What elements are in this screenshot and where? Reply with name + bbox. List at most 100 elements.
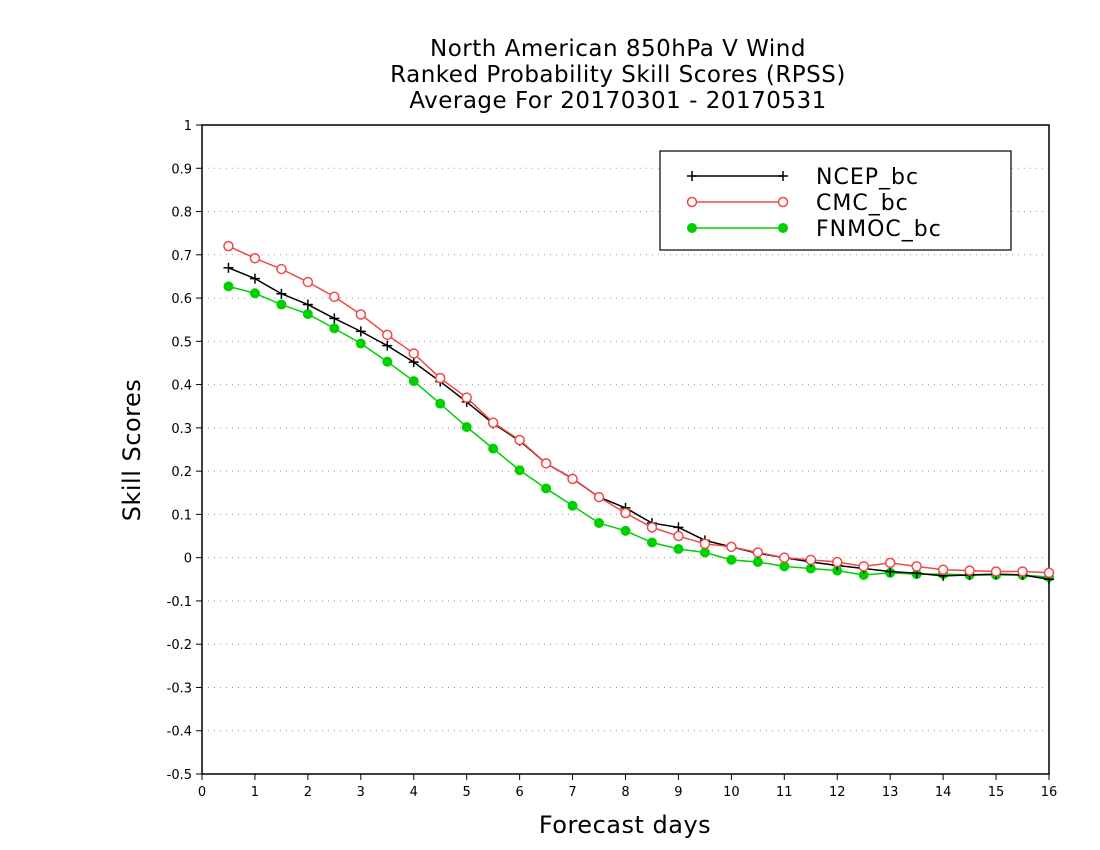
y-tick-label: 1 <box>184 119 192 134</box>
data-point <box>673 544 684 555</box>
data-point <box>779 561 790 572</box>
chart-title-line-3: Average For 20170301 - 20170531 <box>409 88 827 114</box>
data-point <box>937 564 949 576</box>
data-point <box>1017 566 1028 577</box>
y-tick-label: -0.1 <box>167 595 192 610</box>
y-tick-label: 0.1 <box>171 508 192 523</box>
x-tick-label: 1 <box>251 785 259 800</box>
data-point <box>434 372 446 384</box>
data-point <box>382 356 393 367</box>
y-axis-label: Skill Scores <box>118 379 146 522</box>
data-point <box>276 288 287 299</box>
data-point <box>302 309 313 320</box>
x-axis-label: Forecast days <box>539 811 711 839</box>
data-point <box>382 329 393 341</box>
x-tick-label: 11 <box>776 785 793 800</box>
data-point <box>726 541 737 553</box>
plot-frame <box>201 124 1050 775</box>
x-tick-label: 3 <box>357 785 365 800</box>
x-tick-label: 5 <box>463 785 471 800</box>
data-point <box>487 417 499 428</box>
data-point <box>329 291 340 303</box>
data-point <box>223 240 234 252</box>
legend-marker <box>686 196 698 208</box>
data-point <box>673 530 684 542</box>
legend-label: NCEP_bc <box>816 165 919 190</box>
data-point <box>1043 567 1055 579</box>
y-tick-label: -0.2 <box>167 638 192 653</box>
data-point <box>408 348 419 359</box>
y-tick-label: 0.9 <box>171 162 192 177</box>
x-tick-label: 12 <box>829 785 846 800</box>
data-point <box>752 547 764 558</box>
data-point <box>382 340 393 351</box>
y-tick-label: -0.3 <box>167 681 192 696</box>
data-point <box>646 522 658 533</box>
data-point <box>302 276 314 288</box>
y-tick-label: 0.2 <box>171 465 192 480</box>
data-point <box>223 262 234 273</box>
data-point <box>223 281 234 292</box>
x-tick-label: 14 <box>935 785 952 800</box>
series-line <box>228 245 1050 574</box>
data-point <box>408 376 419 387</box>
chart-title-line-1: North American 850hPa V Wind <box>430 36 806 62</box>
data-point <box>567 500 578 511</box>
data-point <box>884 557 896 569</box>
y-tick-label: 0.7 <box>171 249 192 264</box>
series-line <box>228 285 1050 578</box>
y-tick-label: 0.5 <box>171 335 192 350</box>
legend-entry: CMC_bc <box>686 191 909 216</box>
data-point <box>461 422 472 433</box>
data-point <box>408 357 419 368</box>
legend-marker <box>777 196 789 208</box>
data-point <box>858 561 869 572</box>
data-point <box>567 473 578 485</box>
series-lines <box>223 240 1055 585</box>
data-point <box>249 288 260 299</box>
data-point <box>276 299 287 310</box>
data-point <box>832 556 843 568</box>
data-point <box>752 556 763 567</box>
data-point <box>488 443 499 454</box>
y-tick-label: 0.3 <box>171 422 192 437</box>
series-line <box>228 267 1050 581</box>
data-point <box>620 525 631 536</box>
data-point <box>355 309 367 320</box>
chart-title-line-2: Ranked Probability Skill Scores (RPSS) <box>390 62 846 88</box>
series-CMC_bc <box>223 240 1055 579</box>
legend-marker <box>778 223 788 233</box>
legend-entry: NCEP_bc <box>687 165 919 190</box>
x-tick-label: 13 <box>882 785 899 800</box>
x-tick-label: 7 <box>568 785 576 800</box>
data-point <box>302 299 313 310</box>
data-point <box>514 434 525 446</box>
data-point <box>435 398 446 409</box>
gridlines <box>202 167 1049 732</box>
data-point <box>646 537 657 548</box>
data-point <box>964 565 975 576</box>
data-point <box>699 538 711 550</box>
legend-box <box>659 150 1012 251</box>
legend-label: CMC_bc <box>816 191 909 216</box>
data-point <box>620 507 631 519</box>
data-point <box>276 263 287 275</box>
legend-marker <box>687 171 697 181</box>
data-point <box>355 326 366 337</box>
data-point <box>461 392 472 403</box>
data-point <box>805 554 817 566</box>
legend-marker <box>687 223 697 233</box>
y-tick-label: 0 <box>184 552 192 567</box>
data-point <box>249 253 261 264</box>
data-point <box>514 465 525 476</box>
data-point <box>249 273 260 284</box>
x-tick-label: 9 <box>674 785 682 800</box>
x-tick-label: 4 <box>410 785 418 800</box>
data-point <box>355 338 366 349</box>
data-point <box>779 552 790 563</box>
y-tick-label: 0.6 <box>171 292 192 307</box>
data-point <box>329 313 340 324</box>
data-point <box>726 554 737 565</box>
